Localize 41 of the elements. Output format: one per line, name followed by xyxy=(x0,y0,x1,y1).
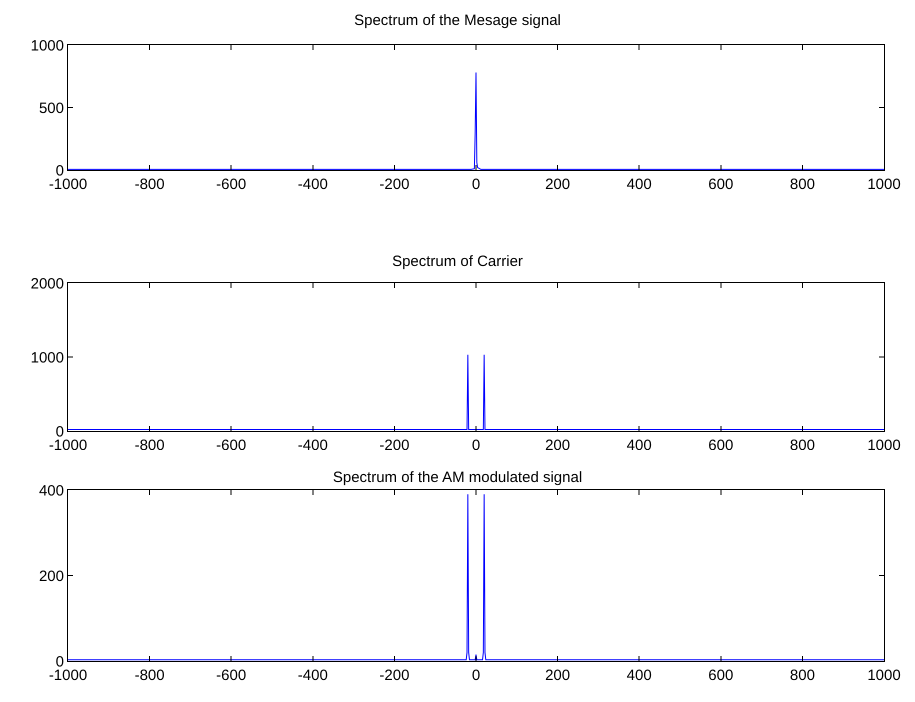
x-tick-label: -600 xyxy=(216,176,246,193)
x-tick-label: -600 xyxy=(216,437,246,454)
y-tick-label: 2000 xyxy=(30,275,64,292)
y-tick-label: 400 xyxy=(38,482,64,500)
line-series xyxy=(68,72,884,170)
line-series xyxy=(68,494,884,660)
x-tick-label: -200 xyxy=(379,437,410,454)
x-tick-label: 800 xyxy=(790,176,815,193)
y-tick-label: 1000 xyxy=(30,349,64,366)
y-tick-label: 200 xyxy=(38,568,64,585)
x-tick-label: 800 xyxy=(790,437,815,454)
chart-title: Spectrum of Carrier xyxy=(392,253,523,270)
x-tick-label: -400 xyxy=(298,176,328,193)
x-tick-label: -600 xyxy=(216,667,246,684)
x-tick-label: 1000 xyxy=(867,176,901,193)
x-tick-label: 0 xyxy=(472,667,480,684)
x-tick-label: 1000 xyxy=(867,437,901,454)
y-tick-label: 1000 xyxy=(30,37,64,54)
x-tick-label: 600 xyxy=(708,667,734,684)
x-tick-label: 200 xyxy=(545,176,570,193)
x-tick-label: 800 xyxy=(790,667,815,684)
x-tick-label: -800 xyxy=(134,437,165,454)
x-tick-label: -800 xyxy=(134,667,165,684)
x-tick-label: -800 xyxy=(134,176,165,193)
x-tick-label: 200 xyxy=(545,437,570,454)
x-tick-label: 0 xyxy=(472,176,480,193)
x-tick-label: 1000 xyxy=(867,667,901,684)
y-tick-label: 500 xyxy=(38,100,64,117)
x-tick-label: -200 xyxy=(379,176,410,193)
chart-title: Spectrum of the Mesage signal xyxy=(354,12,561,29)
x-tick-label: 0 xyxy=(472,437,480,454)
x-tick-label: 600 xyxy=(708,176,734,193)
x-tick-label: 400 xyxy=(626,437,652,454)
x-tick-label: 400 xyxy=(626,176,652,193)
x-tick-label: -200 xyxy=(379,667,410,684)
x-tick-label: -400 xyxy=(298,667,328,684)
x-tick-label: 600 xyxy=(708,437,734,454)
x-tick-label: -400 xyxy=(298,437,328,454)
chart-title: Spectrum of the AM modulated signal xyxy=(332,469,582,486)
x-tick-label: 200 xyxy=(545,667,570,684)
x-tick-label: 400 xyxy=(626,667,652,684)
